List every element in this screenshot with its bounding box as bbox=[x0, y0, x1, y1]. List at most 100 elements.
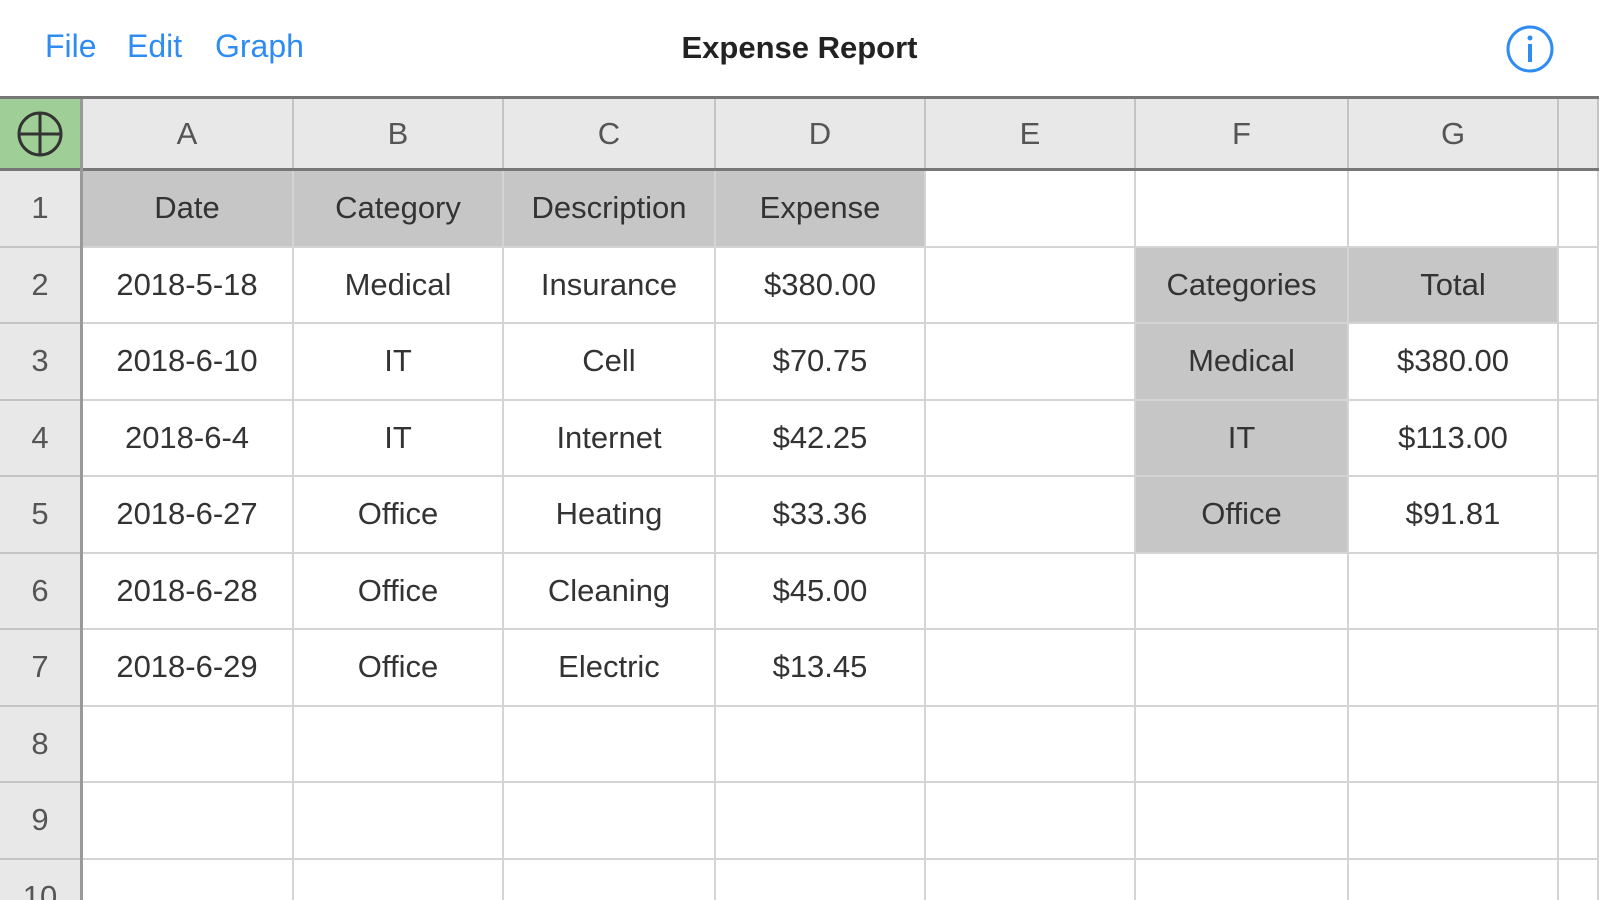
column-header[interactable]: F bbox=[1136, 99, 1349, 171]
header-cell[interactable]: Expense bbox=[716, 171, 926, 248]
column-header[interactable]: B bbox=[294, 99, 504, 171]
cell[interactable] bbox=[926, 706, 1136, 783]
cell[interactable] bbox=[716, 783, 926, 860]
cell[interactable]: IT bbox=[294, 400, 504, 477]
cell[interactable] bbox=[504, 783, 716, 860]
cell[interactable] bbox=[1349, 630, 1559, 707]
select-all[interactable] bbox=[0, 99, 82, 171]
row-header[interactable]: 1 bbox=[0, 171, 82, 248]
header-cell[interactable]: Categories bbox=[1136, 247, 1349, 324]
cell[interactable]: IT bbox=[1136, 400, 1349, 477]
cell[interactable]: Office bbox=[1136, 477, 1349, 554]
cell[interactable] bbox=[926, 859, 1136, 900]
cell[interactable]: $13.45 bbox=[716, 630, 926, 707]
cell[interactable]: Cleaning bbox=[504, 553, 716, 630]
cell[interactable] bbox=[1136, 706, 1349, 783]
cell[interactable] bbox=[1136, 171, 1349, 248]
cell[interactable] bbox=[716, 859, 926, 900]
cell[interactable] bbox=[1559, 783, 1599, 860]
column-header[interactable]: G bbox=[1349, 99, 1559, 171]
cell[interactable] bbox=[294, 783, 504, 860]
row-header[interactable]: 7 bbox=[0, 630, 82, 707]
cell[interactable]: 2018-6-10 bbox=[82, 324, 294, 401]
header-cell[interactable]: Description bbox=[504, 171, 716, 248]
cell[interactable]: 2018-5-18 bbox=[82, 247, 294, 324]
column-header[interactable]: D bbox=[716, 99, 926, 171]
cell[interactable] bbox=[294, 859, 504, 900]
cell[interactable] bbox=[716, 706, 926, 783]
cell[interactable]: $42.25 bbox=[716, 400, 926, 477]
row-header[interactable]: 9 bbox=[0, 783, 82, 860]
cell[interactable]: IT bbox=[294, 324, 504, 401]
info-button[interactable] bbox=[1505, 24, 1555, 74]
cell[interactable] bbox=[1349, 171, 1559, 248]
cell[interactable] bbox=[504, 706, 716, 783]
cell[interactable]: Medical bbox=[1136, 324, 1349, 401]
cell[interactable] bbox=[1136, 783, 1349, 860]
cell[interactable]: Internet bbox=[504, 400, 716, 477]
column-header[interactable]: A bbox=[82, 99, 294, 171]
cell[interactable]: Office bbox=[294, 553, 504, 630]
cell[interactable]: 2018-6-28 bbox=[82, 553, 294, 630]
cell[interactable] bbox=[82, 706, 294, 783]
cell[interactable]: $380.00 bbox=[1349, 324, 1559, 401]
cell[interactable] bbox=[1349, 553, 1559, 630]
cell[interactable] bbox=[1559, 859, 1599, 900]
cell[interactable]: $33.36 bbox=[716, 477, 926, 554]
cell[interactable]: $113.00 bbox=[1349, 400, 1559, 477]
row-header[interactable]: 4 bbox=[0, 400, 82, 477]
cell[interactable]: 2018-6-27 bbox=[82, 477, 294, 554]
column-header[interactable]: C bbox=[504, 99, 716, 171]
header-cell[interactable]: Total bbox=[1349, 247, 1559, 324]
cell[interactable] bbox=[1136, 553, 1349, 630]
column-header[interactable] bbox=[1559, 99, 1599, 171]
row-header[interactable]: 10 bbox=[0, 859, 82, 900]
cell[interactable] bbox=[1559, 630, 1599, 707]
cell[interactable] bbox=[1559, 400, 1599, 477]
cell[interactable] bbox=[1136, 630, 1349, 707]
cell[interactable] bbox=[1349, 783, 1559, 860]
cell[interactable]: $45.00 bbox=[716, 553, 926, 630]
cell[interactable] bbox=[1559, 553, 1599, 630]
cell[interactable]: Cell bbox=[504, 324, 716, 401]
menu-graph[interactable]: Graph bbox=[215, 28, 304, 64]
cell[interactable] bbox=[1559, 706, 1599, 783]
cell[interactable] bbox=[926, 324, 1136, 401]
cell[interactable]: $70.75 bbox=[716, 324, 926, 401]
cell[interactable]: $380.00 bbox=[716, 247, 926, 324]
row-header[interactable]: 6 bbox=[0, 553, 82, 630]
row-header[interactable]: 3 bbox=[0, 324, 82, 401]
cell[interactable] bbox=[926, 171, 1136, 248]
cell[interactable] bbox=[504, 859, 716, 900]
column-header[interactable]: E bbox=[926, 99, 1136, 171]
cell[interactable] bbox=[82, 783, 294, 860]
cell[interactable] bbox=[82, 859, 294, 900]
cell[interactable]: Office bbox=[294, 630, 504, 707]
cell[interactable] bbox=[1559, 324, 1599, 401]
row-header[interactable]: 2 bbox=[0, 247, 82, 324]
cell[interactable]: $91.81 bbox=[1349, 477, 1559, 554]
cell[interactable] bbox=[1136, 859, 1349, 900]
cell[interactable]: 2018-6-4 bbox=[82, 400, 294, 477]
cell[interactable]: Office bbox=[294, 477, 504, 554]
row-header[interactable]: 8 bbox=[0, 706, 82, 783]
cell[interactable]: Heating bbox=[504, 477, 716, 554]
header-cell[interactable]: Category bbox=[294, 171, 504, 248]
menu-file[interactable]: File bbox=[45, 28, 97, 64]
cell[interactable] bbox=[1559, 477, 1599, 554]
cell[interactable] bbox=[1349, 859, 1559, 900]
cell[interactable] bbox=[926, 247, 1136, 324]
row-header[interactable]: 5 bbox=[0, 477, 82, 554]
cell[interactable]: 2018-6-29 bbox=[82, 630, 294, 707]
cell[interactable] bbox=[1559, 171, 1599, 248]
cell[interactable] bbox=[1349, 706, 1559, 783]
cell[interactable] bbox=[926, 630, 1136, 707]
cell[interactable] bbox=[926, 783, 1136, 860]
header-cell[interactable]: Date bbox=[82, 171, 294, 248]
cell[interactable]: Insurance bbox=[504, 247, 716, 324]
cell[interactable] bbox=[926, 400, 1136, 477]
cell[interactable] bbox=[1559, 247, 1599, 324]
cell[interactable] bbox=[926, 553, 1136, 630]
cell[interactable] bbox=[926, 477, 1136, 554]
cell[interactable]: Medical bbox=[294, 247, 504, 324]
